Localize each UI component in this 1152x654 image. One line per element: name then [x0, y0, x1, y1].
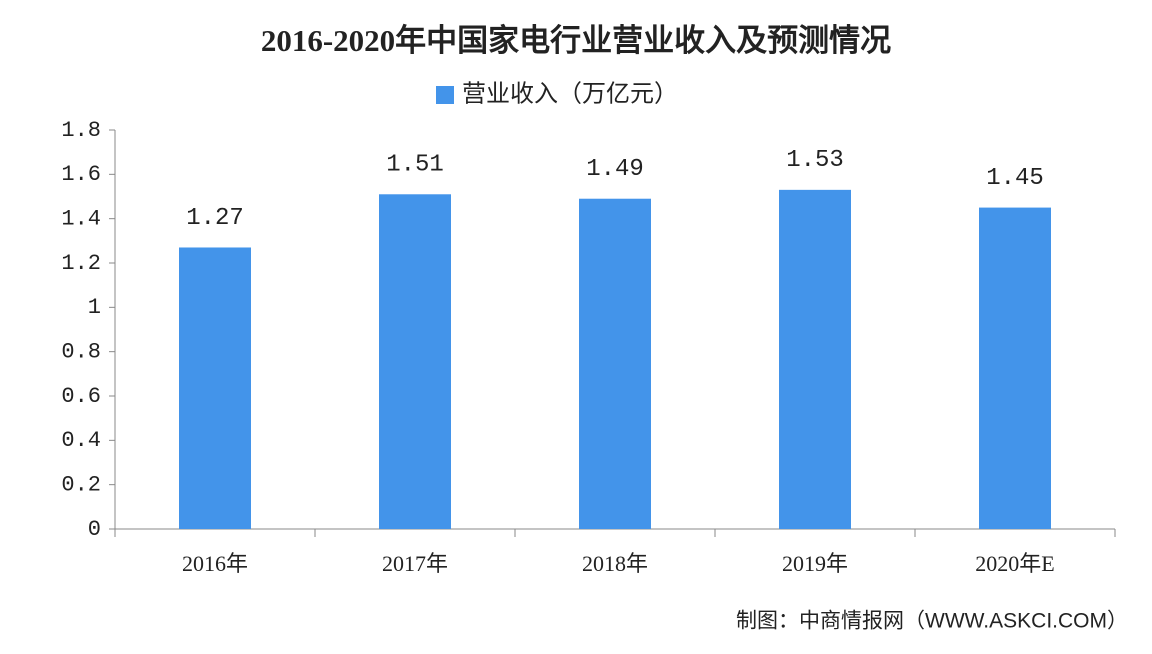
y-tick-label: 1.4 — [61, 206, 101, 231]
y-tick-label: 1 — [88, 295, 101, 320]
value-label: 1.51 — [386, 152, 444, 179]
legend-swatch — [436, 86, 454, 104]
x-tick-label: 2019年 — [782, 551, 848, 576]
y-tick-label: 0 — [88, 517, 101, 542]
legend-label: 营业收入（万亿元） — [462, 81, 678, 108]
y-tick-label: 0.8 — [61, 339, 101, 364]
chart-title: 2016-2020年中国家电行业营业收入及预测情况 — [261, 23, 891, 58]
value-label: 1.45 — [986, 165, 1044, 192]
y-tick-label: 1.8 — [61, 118, 101, 143]
bar — [179, 247, 251, 529]
y-tick-label: 0.2 — [61, 472, 101, 497]
y-tick-label: 1.6 — [61, 162, 101, 187]
bar — [979, 207, 1051, 530]
y-tick-label: 0.6 — [61, 384, 101, 409]
x-tick-label: 2017年 — [382, 551, 448, 576]
x-tick-label: 2016年 — [182, 551, 248, 576]
bar — [379, 194, 451, 530]
value-label: 1.27 — [186, 205, 244, 232]
x-tick-label: 2020年E — [975, 551, 1054, 576]
y-tick-label: 1.2 — [61, 251, 101, 276]
value-label: 1.53 — [786, 147, 844, 174]
x-tick-label: 2018年 — [582, 551, 648, 576]
y-tick-label: 0.4 — [61, 428, 101, 453]
bar — [779, 189, 851, 529]
source-note: 制图：中商情报网（WWW.ASKCI.COM） — [736, 610, 1128, 633]
value-label: 1.49 — [586, 156, 644, 183]
bar — [579, 198, 651, 529]
